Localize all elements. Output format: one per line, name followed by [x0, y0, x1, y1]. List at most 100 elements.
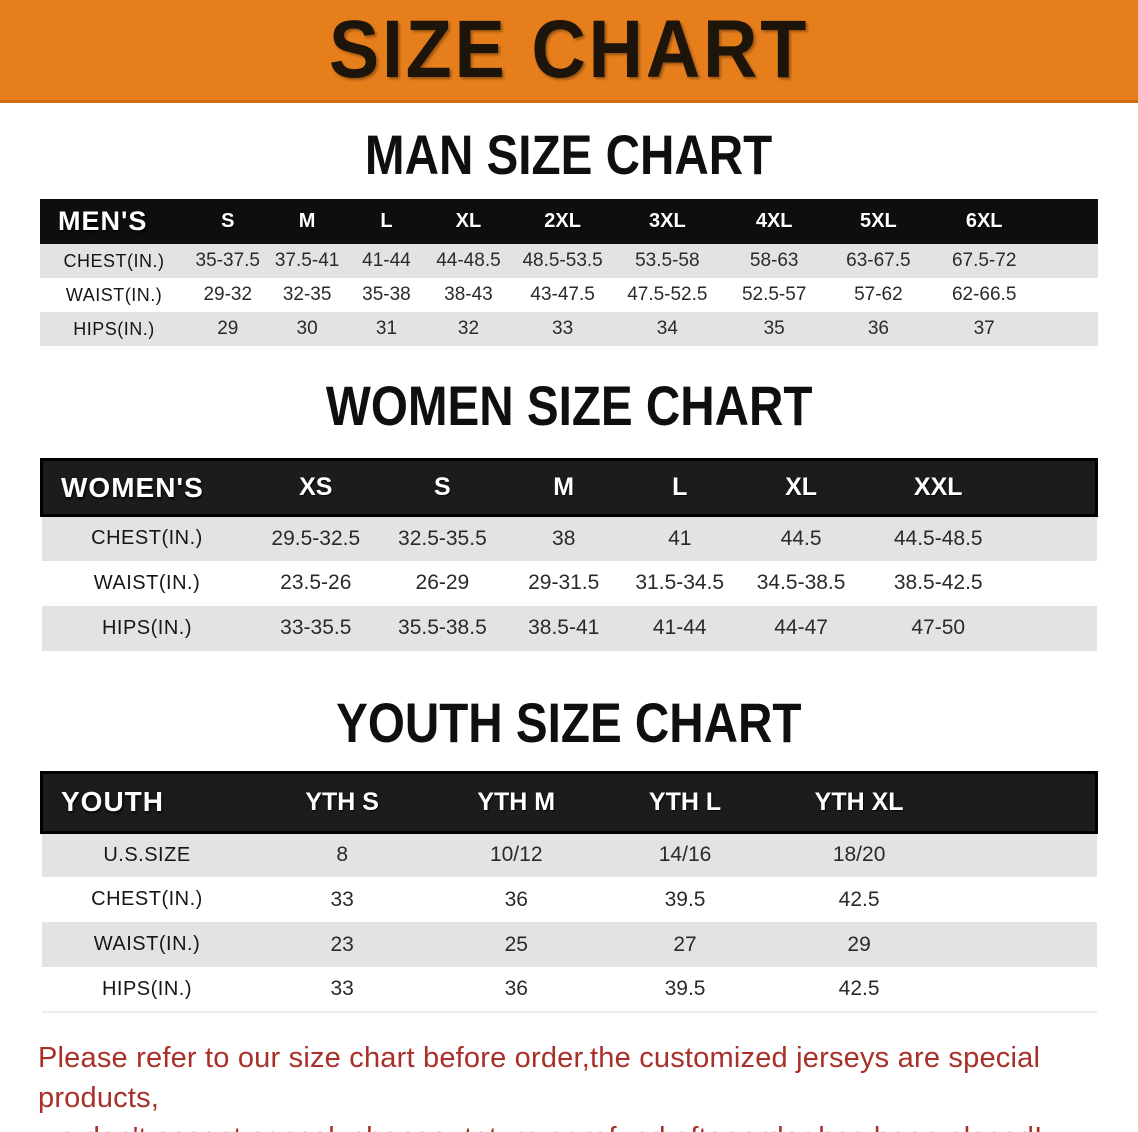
table-header-row: WOMEN'S XS S M L XL XXL: [41, 459, 1097, 516]
measurement-value: 29-32: [203, 284, 253, 305]
section-heading-youth: YOUTH SIZE CHART: [0, 694, 1138, 751]
size-column-header: XL: [455, 210, 482, 232]
size-column-header: 5XL: [860, 210, 897, 232]
measurement-value: 36: [504, 977, 528, 1000]
section-heading-women-text: WOMEN SIZE CHART: [325, 374, 813, 437]
measurement-value: 23: [330, 932, 354, 956]
size-column-header: 3XL: [648, 210, 686, 232]
measurement-value: 47.5-52.5: [627, 284, 708, 305]
measurement-value: 58-63: [749, 250, 799, 271]
measurement-value: 32: [457, 318, 480, 339]
disclaimer-line-2: we don't accept cancel, change, teturn o…: [38, 1118, 1100, 1132]
size-column-header: S: [221, 210, 235, 232]
measurement-value: 38: [552, 526, 576, 550]
measurement-row: CHEST(IN.) 33 36 39.5 42.5: [41, 877, 1097, 922]
measurement-value: 44.5: [780, 526, 822, 550]
row-spacer: [1040, 244, 1098, 278]
row-spacer: [1040, 278, 1098, 312]
row-spacer: [1040, 312, 1098, 346]
size-column-header: M: [298, 210, 316, 232]
measurement-value: 31.5-34.5: [635, 571, 725, 594]
measurement-row: HIPS(IN.) 33-35.5 35.5-38.5 38.5-41 41-44 44-…: [41, 605, 1097, 651]
section-heading-men: MAN SIZE CHART: [0, 127, 1138, 183]
measurement-value: 53.5-58: [635, 250, 700, 271]
measurement-value: 29: [847, 932, 871, 956]
measurement-value: 37: [973, 318, 995, 339]
measurement-value: 29-31.5: [528, 571, 600, 594]
measurement-value: 14/16: [658, 843, 712, 867]
youth-size-table: YOUTH YTH S YTH M YTH L YTH XL U.S.SIZE 8 10/12…: [40, 771, 1098, 1014]
measurement-row: WAIST(IN.) 23 25 27 29: [41, 922, 1097, 967]
measurement-value: 27: [673, 932, 697, 956]
row-spacer: [1012, 606, 1096, 651]
measurement-label: CHEST(IN.): [91, 888, 203, 910]
measurement-value: 42.5: [838, 977, 880, 1000]
measurement-label: CHEST(IN.): [63, 250, 165, 271]
measurement-value: 26-29: [415, 571, 470, 594]
measurement-value: 38-43: [444, 284, 493, 305]
measurement-value: 37.5-41: [274, 250, 340, 271]
measurement-label: CHEST(IN.): [91, 527, 203, 550]
size-column-header: YTH L: [648, 787, 722, 816]
table-group-label: YOUTH: [61, 786, 164, 817]
row-spacer: [949, 832, 1097, 877]
table-header-row: MEN'S S M L XL 2XL 3XL 4XL 5XL 6XL: [40, 199, 1098, 244]
measurement-value: 38.5-42.5: [893, 571, 983, 594]
measurement-value: 41: [668, 526, 692, 550]
measurement-label: HIPS(IN.): [101, 977, 193, 1000]
measurement-value: 62-66.5: [951, 284, 1017, 305]
measurement-row: HIPS(IN.) 33 36 39.5 42.5: [41, 967, 1097, 1012]
measurement-value: 33: [330, 887, 354, 911]
measurement-value: 38.5-41: [528, 616, 600, 639]
measurement-value: 39.5: [664, 887, 706, 911]
measurement-value: 29: [217, 318, 239, 339]
measurement-value: 47-50: [911, 616, 966, 639]
measurement-value: 35-38: [362, 284, 411, 305]
measurement-value: 30: [296, 318, 318, 339]
measurement-value: 52.5-57: [741, 284, 807, 305]
measurement-label: U.S.SIZE: [103, 843, 191, 866]
measurement-value: 34.5-38.5: [756, 571, 846, 594]
measurement-row: U.S.SIZE 8 10/12 14/16 18/20: [41, 832, 1097, 877]
measurement-row: WAIST(IN.) 23.5-26 26-29 29-31.5 31.5-34.5 34…: [41, 560, 1097, 606]
measurement-value: 32-35: [282, 284, 332, 305]
size-column-header: YTH XL: [814, 787, 904, 816]
measurement-label: WAIST(IN.): [65, 284, 163, 305]
section-heading-men-text: MAN SIZE CHART: [365, 123, 773, 186]
table-header-row: YOUTH YTH S YTH M YTH L YTH XL: [41, 772, 1097, 832]
measurement-value: 35.5-38.5: [398, 616, 487, 639]
measurement-value: 43-47.5: [530, 284, 595, 305]
women-size-table: WOMEN'S XS S M L XL XXL CHEST(IN.) 29.5-32.5 32.5…: [40, 458, 1098, 651]
disclaimer-note: Please refer to our size chart before or…: [38, 1038, 1100, 1132]
measurement-label: HIPS(IN.): [101, 616, 193, 639]
measurement-value: 23.5-26: [280, 571, 352, 594]
measurement-label: WAIST(IN.): [93, 933, 201, 955]
row-spacer: [1012, 561, 1096, 606]
measurement-value: 35-37.5: [195, 250, 260, 271]
measurement-value: 36: [504, 887, 528, 911]
size-column-header: XS: [299, 473, 333, 501]
banner-title: SIZE CHART: [328, 4, 810, 95]
measurement-row: WAIST(IN.) 29-32 32-35 35-38 38-43 43-47.5 47.…: [40, 278, 1098, 312]
size-column-header: XXL: [913, 473, 963, 501]
header-spacer: [1040, 199, 1098, 244]
men-size-table: MEN'S S M L XL 2XL 3XL 4XL 5XL 6XL CHEST(IN.) 35-37…: [40, 199, 1098, 346]
size-column-header: YTH S: [305, 787, 379, 816]
row-spacer: [949, 877, 1097, 922]
measurement-row: CHEST(IN.) 29.5-32.5 32.5-35.5 38 41 44.5 44.5…: [41, 515, 1097, 561]
measurement-label: WAIST(IN.): [93, 571, 201, 594]
measurement-value: 63-67.5: [846, 250, 911, 271]
size-column-header: M: [553, 473, 575, 501]
size-column-header: 6XL: [965, 210, 1003, 232]
measurement-value: 33: [330, 977, 354, 1000]
disclaimer-line-1: Please refer to our size chart before or…: [38, 1042, 1041, 1115]
size-column-header: S: [434, 473, 451, 501]
size-column-header: 4XL: [755, 210, 793, 232]
measurement-value: 35: [763, 318, 785, 339]
measurement-value: 67.5-72: [951, 250, 1017, 271]
measurement-value: 33-35.5: [280, 616, 352, 639]
measurement-value: 44.5-48.5: [893, 526, 983, 550]
measurement-value: 44-47: [774, 616, 828, 639]
measurement-value: 10/12: [489, 843, 543, 867]
